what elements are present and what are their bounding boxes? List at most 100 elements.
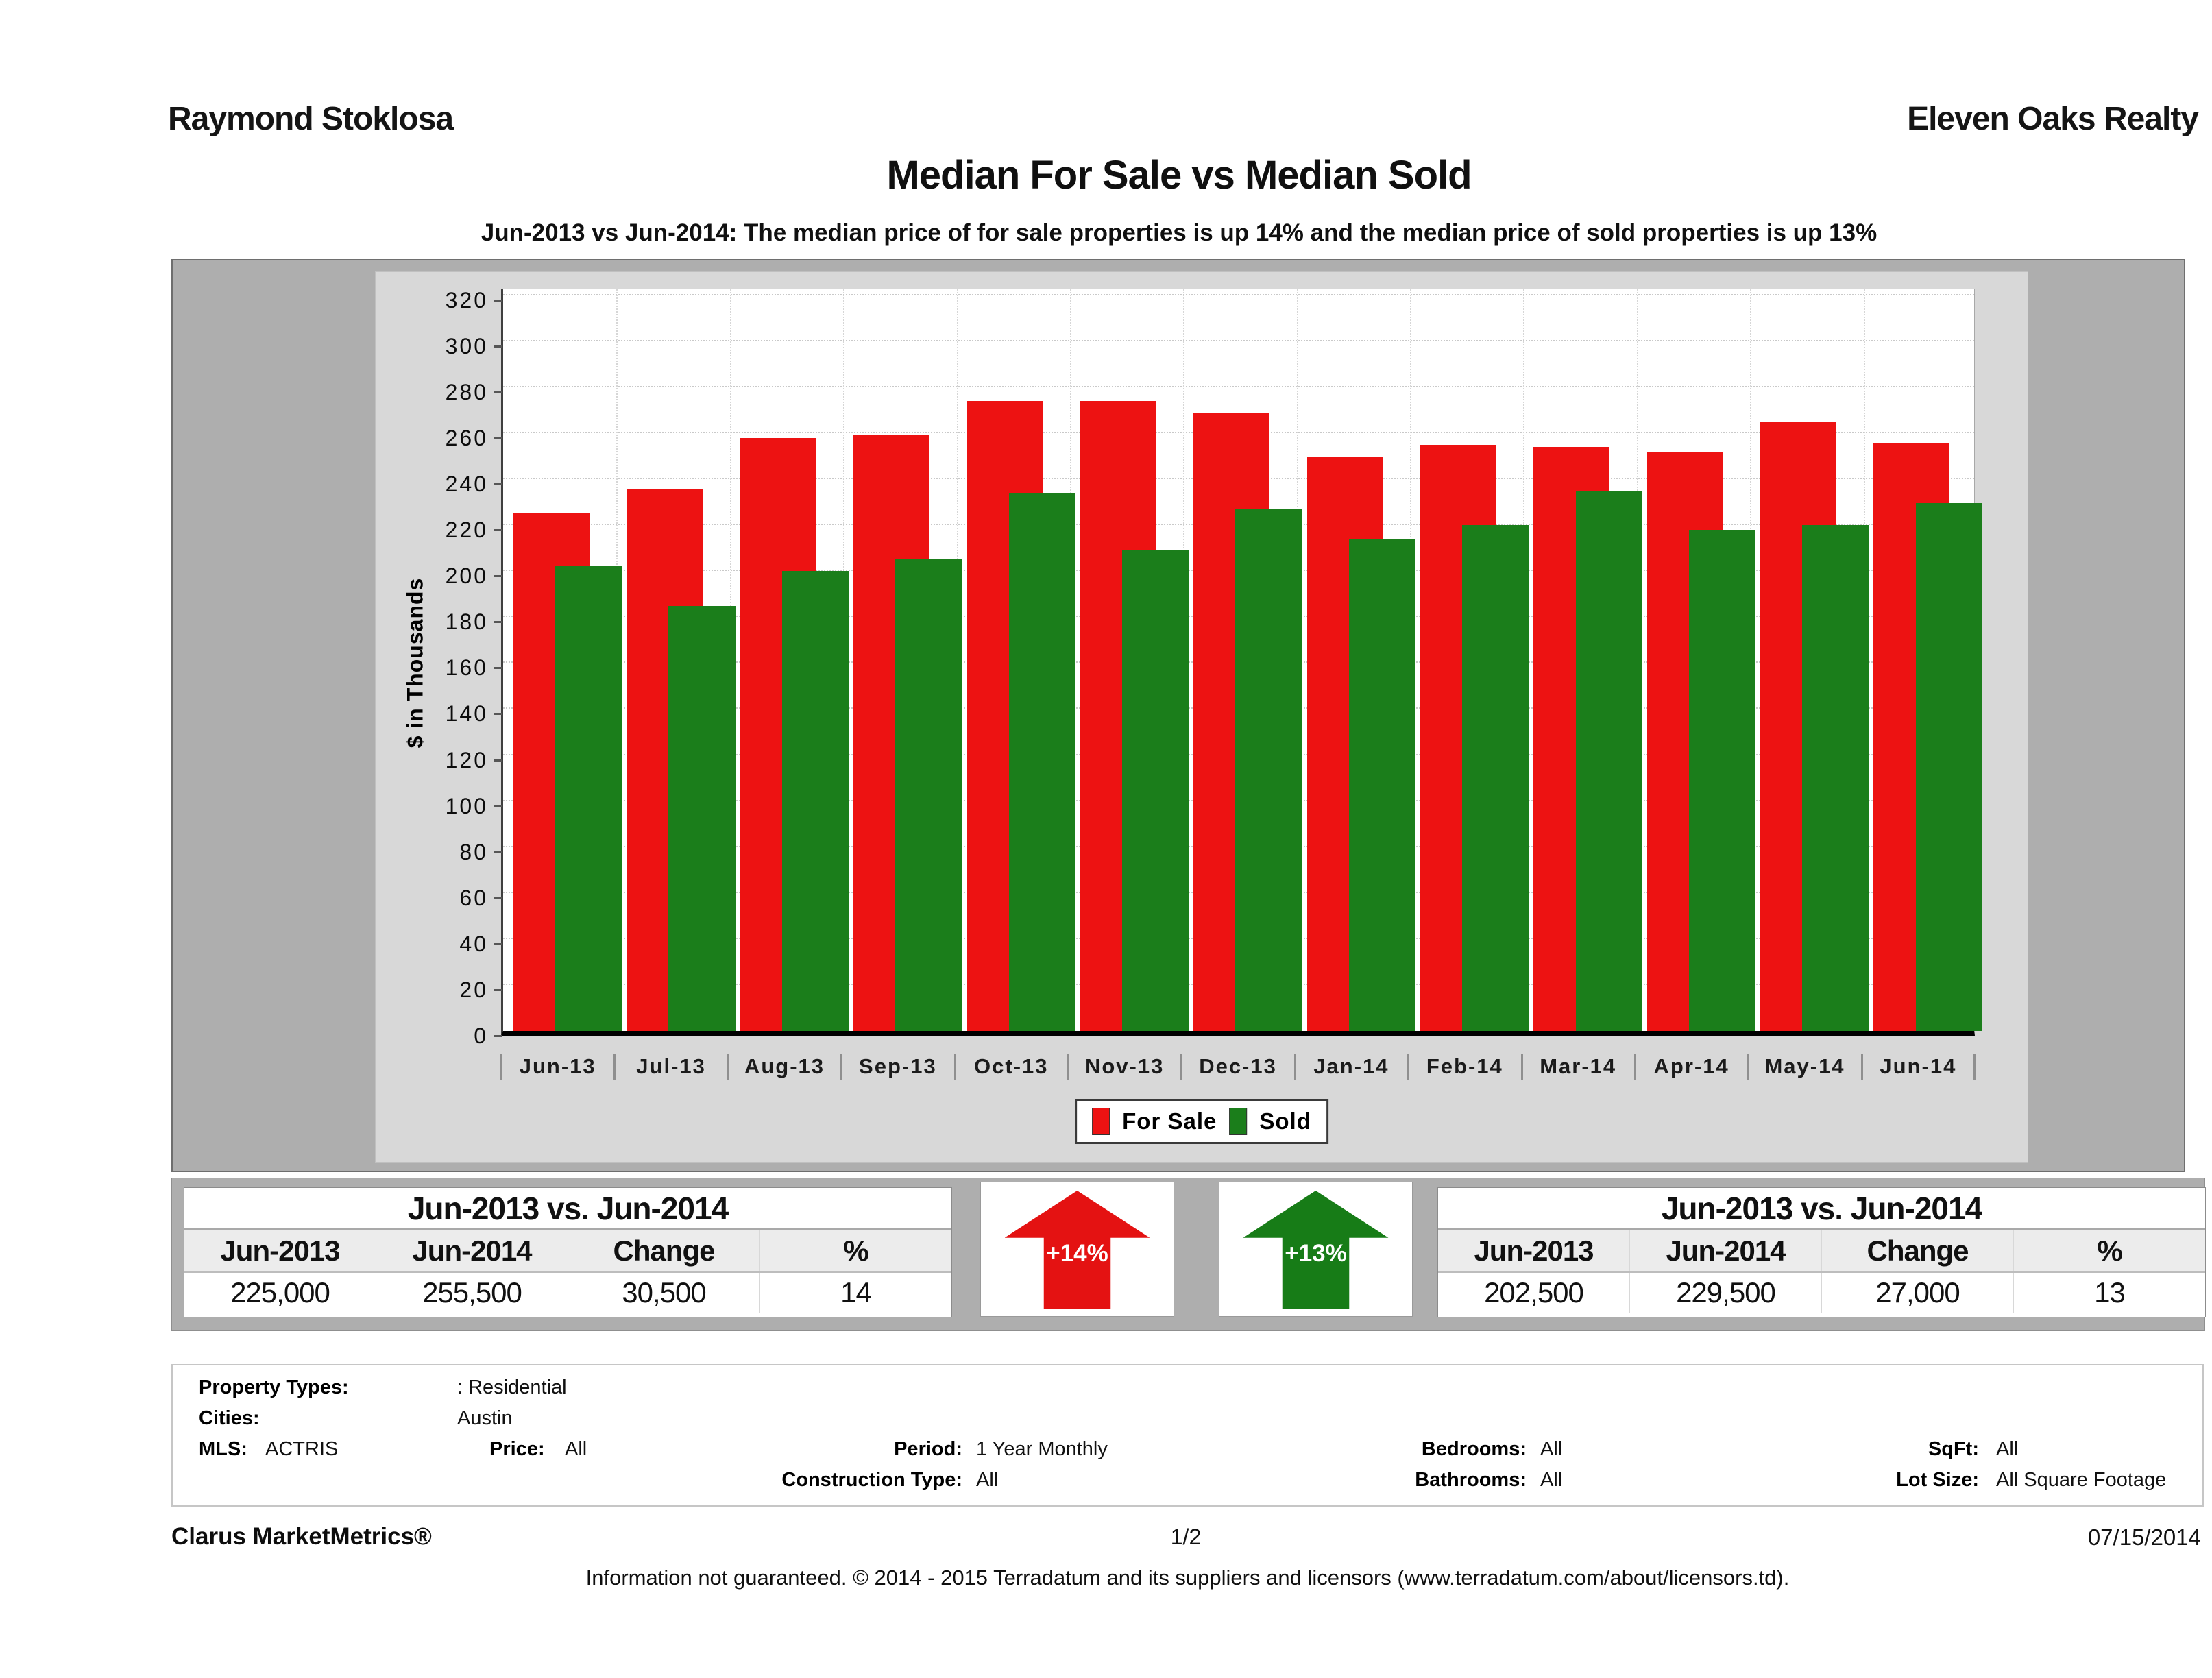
for-sale-change-percent: +14%: [1046, 1240, 1108, 1267]
sold-table-value-row: 202,500 229,500 27,000 13: [1438, 1273, 2205, 1313]
x-tick-label: Oct-13: [953, 1048, 1068, 1085]
company-name: Eleven Oaks Realty: [1907, 101, 2199, 137]
y-tick-label: 0: [474, 1023, 488, 1048]
table-value: 13: [2013, 1273, 2205, 1313]
table-value: 30,500: [568, 1273, 759, 1313]
report-date: 07/15/2014: [2087, 1524, 2201, 1550]
construction-type-label: Construction Type:: [781, 1469, 962, 1491]
x-tick-label: Jul-13: [613, 1048, 727, 1085]
x-tick-label: Apr-14: [1633, 1048, 1748, 1085]
y-tick-label: 140: [445, 701, 488, 727]
y-tick-mark: [494, 667, 502, 670]
table-value: 27,000: [1821, 1273, 2013, 1313]
cities-value: Austin: [457, 1407, 513, 1429]
y-tick-label: 40: [459, 931, 488, 956]
bar-group-Oct-13: [957, 289, 1076, 1031]
period-label: Period:: [894, 1438, 962, 1460]
sold-bar-Feb-14: [1462, 525, 1529, 1031]
bedrooms-label: Bedrooms:: [1421, 1438, 1527, 1460]
table-value: 255,500: [376, 1273, 568, 1313]
y-tick-label: 100: [445, 793, 488, 818]
y-tick-mark: [494, 988, 502, 991]
bar-group-May-14: [1750, 289, 1869, 1031]
bar-group-Jun-14: [1864, 289, 1983, 1031]
disclaimer-text: Information not guaranteed. © 2014 - 201…: [585, 1566, 1790, 1590]
table-value: 225,000: [230, 1276, 330, 1309]
y-tick-label: 80: [459, 839, 488, 864]
y-tick-label: 200: [445, 563, 488, 589]
sold-bar-Jun-14: [1915, 503, 1983, 1031]
gridline: [503, 339, 1974, 341]
x-tick-label: Jun-13: [500, 1048, 614, 1085]
x-tick-label: Jan-14: [1293, 1048, 1408, 1085]
sold-bar-Aug-13: [781, 571, 849, 1031]
cities-label: Cities:: [199, 1407, 260, 1429]
period-value: 1 Year Monthly: [976, 1438, 1108, 1460]
page-title: Median For Sale vs Median Sold: [886, 153, 1472, 197]
sold-change-badge: +13%: [1219, 1182, 1413, 1317]
table-value: 14: [759, 1273, 951, 1313]
gridline: [503, 385, 1974, 387]
for-sale-change-badge: +14%: [980, 1182, 1174, 1317]
mls-label: MLS:: [199, 1438, 247, 1460]
col-header: Jun-2014: [376, 1230, 568, 1271]
bedrooms-value: All: [1540, 1438, 1563, 1460]
for-sale-table-header-row: Jun-2013 Jun-2014 Change %: [184, 1230, 951, 1273]
y-tick-label: 240: [445, 472, 488, 497]
lot-size-label: Lot Size:: [1896, 1469, 1979, 1491]
agent-name: Raymond Stoklosa: [168, 101, 454, 137]
y-tick-mark: [494, 575, 502, 578]
sold-table-header-row: Jun-2013 Jun-2014 Change %: [1438, 1230, 2205, 1273]
x-tick-label: Nov-13: [1067, 1048, 1181, 1085]
x-tick-label: Jun-14: [1860, 1048, 1975, 1085]
bar-group-Aug-13: [730, 289, 849, 1031]
bar-group-Dec-13: [1183, 289, 1302, 1031]
gridline: [503, 293, 1974, 295]
y-tick-mark: [494, 299, 502, 302]
sold-summary-table: Jun-2013 vs. Jun-2014 Jun-2013 Jun-2014 …: [1437, 1187, 2206, 1317]
sqft-value: All: [1996, 1438, 2019, 1460]
y-tick-mark: [494, 805, 502, 807]
y-tick-mark: [494, 897, 502, 899]
bathrooms-label: Bathrooms:: [1415, 1469, 1527, 1491]
y-tick-label: 280: [445, 379, 488, 404]
col-header: Jun-2013: [220, 1234, 340, 1267]
up-arrow-icon: +14%: [1004, 1191, 1150, 1309]
chart-legend: For Sale Sold: [1075, 1099, 1328, 1144]
sold-bar-Nov-13: [1121, 550, 1189, 1031]
legend-for-sale-label: For Sale: [1122, 1108, 1217, 1134]
bar-group-Feb-14: [1410, 289, 1529, 1031]
for-sale-table-value-row: 225,000 255,500 30,500 14: [184, 1273, 951, 1313]
x-axis-labels: Jun-13 Jul-13 Aug-13 Sep-13 Oct-13 Nov-13 Dec-…: [500, 1048, 1976, 1085]
up-arrow-icon: +13%: [1243, 1191, 1389, 1309]
lot-size-value: All Square Footage: [1996, 1469, 2167, 1491]
for-sale-table-title: Jun-2013 vs. Jun-2014: [184, 1188, 951, 1230]
table-value: 202,500: [1484, 1276, 1584, 1309]
sold-bar-Jun-13: [555, 565, 622, 1031]
y-tick-mark: [494, 391, 502, 393]
y-tick-mark: [494, 483, 502, 486]
col-header: Change: [568, 1230, 759, 1271]
price-label: Price:: [489, 1438, 545, 1460]
bar-group-Jan-14: [1297, 289, 1416, 1031]
sold-bar-Oct-13: [1008, 493, 1076, 1031]
bar-group-Jun-13: [503, 289, 622, 1031]
y-tick-label: 20: [459, 977, 488, 1002]
x-tick-label: Aug-13: [727, 1048, 841, 1085]
x-tick-label: Dec-13: [1180, 1048, 1294, 1085]
summary-strip: Jun-2013 vs. Jun-2014 Jun-2013 Jun-2014 …: [171, 1178, 2206, 1331]
y-tick-label: 320: [445, 287, 488, 313]
sold-bar-Sep-13: [895, 559, 962, 1031]
for-sale-swatch-icon: [1092, 1108, 1110, 1135]
report-filters-box: Property Types: : Residential Cities: Au…: [171, 1364, 2204, 1507]
price-value: All: [565, 1438, 587, 1460]
bar-group-Mar-14: [1523, 289, 1643, 1031]
bottom-bar: Clarus MarketMetrics® 1/2 07/15/2014: [171, 1523, 2204, 1557]
sold-change-percent: +13%: [1285, 1240, 1347, 1267]
bar-group-Nov-13: [1070, 289, 1189, 1031]
mls-value: ACTRIS: [265, 1438, 339, 1460]
x-tick-label: Mar-14: [1520, 1048, 1635, 1085]
y-tick-label: 300: [445, 333, 488, 358]
y-tick-mark: [494, 713, 502, 716]
sold-bar-Apr-14: [1688, 529, 1756, 1031]
